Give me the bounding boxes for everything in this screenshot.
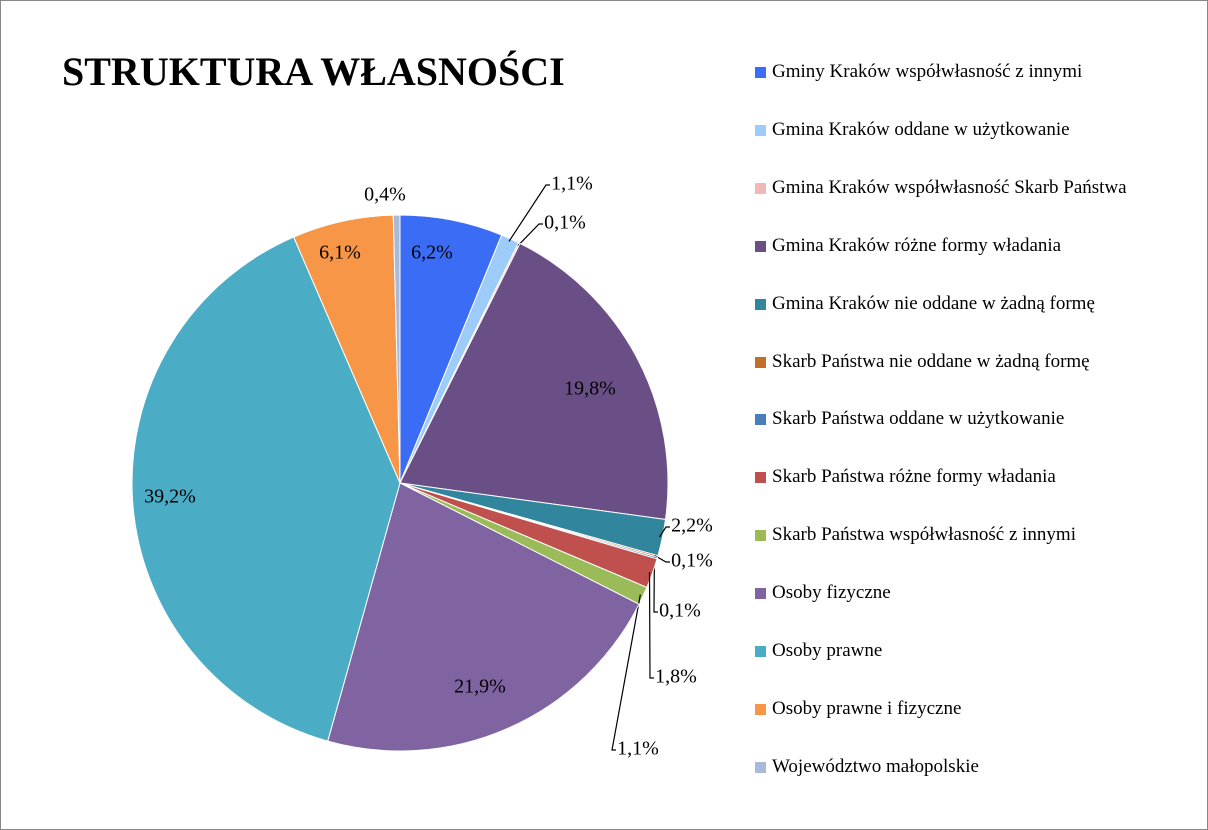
pie-slice [399, 242, 669, 521]
legend-entry: Osoby prawne i fizyczne [755, 698, 1205, 720]
legend-label: Skarb Państwa współwłasność z innymi [772, 524, 1076, 546]
legend-swatch [755, 182, 766, 194]
legend-entry: Gmina Kraków nie oddane w żadną formę [755, 293, 1205, 315]
data-label: 1,8% [655, 666, 697, 688]
legend-swatch [755, 298, 766, 310]
legend-label: Osoby prawne i fizyczne [772, 697, 962, 719]
data-label: 6,1% [319, 242, 361, 264]
leader-line [648, 572, 654, 679]
legend-label: Skarb Państwa nie oddane w żadną formę [772, 350, 1090, 372]
data-label: 2,2% [671, 515, 713, 537]
leader-line [654, 555, 670, 563]
leader-line [517, 223, 543, 247]
pie-slice [327, 482, 640, 752]
legend-entry: Skarb Państwa nie oddane w żadną formę [755, 351, 1205, 373]
legend-label: Osoby fizyczne [772, 582, 891, 604]
legend-entry: Osoby fizyczne [755, 582, 1205, 604]
legend-swatch [755, 356, 766, 368]
leader-line [658, 526, 670, 538]
legend-entry: Skarb Państwa współwłasność z innymi [755, 524, 1205, 546]
data-label: 6,2% [411, 242, 453, 264]
legend-entry: Gmina Kraków oddane w użytkowanie [755, 119, 1205, 141]
legend-label: Skarb Państwa oddane w użytkowanie [772, 408, 1065, 430]
legend-swatch [755, 646, 766, 657]
data-label: 0,1% [659, 600, 701, 622]
pie-slice [131, 236, 401, 742]
legend-entry: Skarb Państwa różne formy władania [755, 466, 1205, 488]
legend-swatch [755, 240, 766, 252]
legend-label: Gmina Kraków współwłasność Skarb Państwa [772, 176, 1127, 198]
leader-line [653, 557, 658, 613]
data-label: 21,9% [454, 676, 506, 698]
legend-swatch [755, 703, 766, 715]
legend-entry: Gmina Kraków współwłasność Skarb Państwa [755, 177, 1205, 199]
data-label: 1,1% [551, 173, 593, 195]
legend-swatch [755, 530, 766, 542]
legend-swatch [755, 67, 766, 78]
legend-label: Osoby prawne [772, 640, 883, 661]
legend-label: Gmina Kraków nie oddane w żadną formę [772, 292, 1095, 314]
legend-swatch [755, 588, 766, 600]
chart-title: STRUKTURA WŁASNOŚCI [62, 49, 565, 94]
legend-entry: Gminy Kraków współwłasność z innymi [755, 61, 1205, 83]
legend-swatch [755, 414, 766, 426]
legend-entry: Województwo małopolskie [755, 756, 1205, 778]
legend-label: Gmina Kraków oddane w użytkowanie [772, 118, 1070, 140]
leader-line [611, 594, 641, 751]
pie-slice [392, 214, 401, 484]
legend-label: Gmina Kraków różne formy władania [772, 234, 1062, 256]
data-label: 1,1% [617, 738, 659, 760]
legend-swatch [755, 472, 766, 484]
legend-entry: Skarb Państwa oddane w użytkowanie [755, 408, 1205, 430]
data-label: 0,1% [544, 212, 586, 234]
legend-swatch [755, 761, 766, 773]
legend-entry: Gmina Kraków różne formy władania [755, 235, 1205, 257]
data-label: 0,4% [364, 184, 406, 206]
legend-entry: Osoby prawne [755, 640, 1205, 662]
data-label: 39,2% [144, 486, 196, 508]
data-label: 19,8% [564, 378, 616, 400]
legend-swatch [755, 124, 766, 136]
legend-label: Gminy Kraków współwłasność z innymi [772, 61, 1083, 82]
leader-line [508, 184, 550, 242]
legend-label: Skarb Państwa różne formy władania [772, 466, 1056, 488]
legend-label: Województwo małopolskie [772, 755, 979, 777]
data-label: 0,1% [671, 550, 713, 572]
